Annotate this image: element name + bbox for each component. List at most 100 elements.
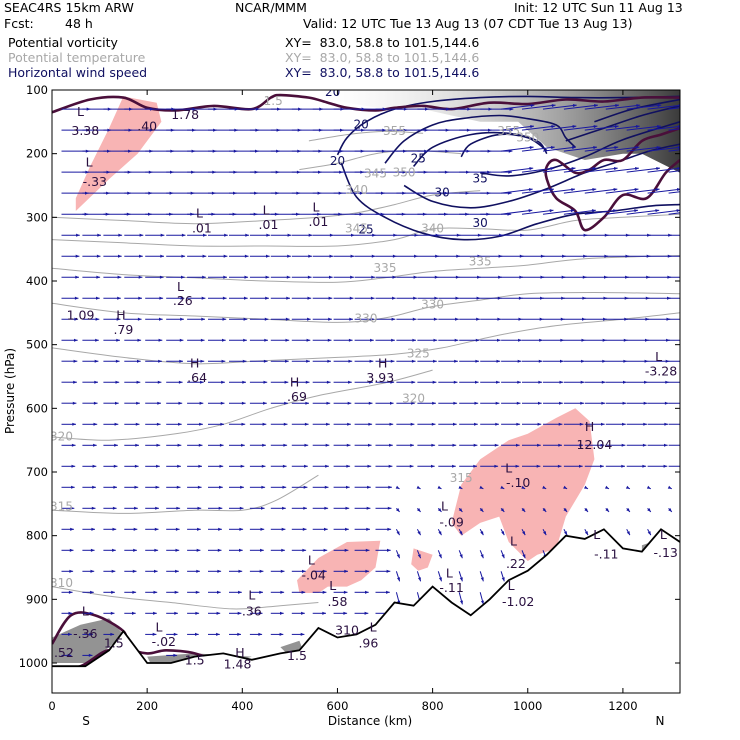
extremum-label: L: [655, 349, 662, 364]
wind-vector: [605, 485, 610, 490]
wind-vector: [480, 296, 502, 300]
extremum-label: .26: [173, 293, 193, 308]
wind-vector-head: [223, 275, 227, 279]
extremum-label: -.36: [73, 626, 97, 641]
wind-vector: [249, 359, 268, 363]
wind-vector-head: [326, 380, 331, 384]
wind-vector-head: [90, 548, 95, 552]
wind-vector-head: [349, 317, 353, 321]
wind-vector: [312, 296, 333, 300]
wind-vector: [501, 317, 523, 321]
wind-vector-head: [390, 380, 395, 384]
wind-vector: [249, 548, 264, 552]
wind-vector: [501, 338, 522, 342]
wind-vector-head: [305, 401, 309, 405]
extremum-label: L: [370, 620, 377, 635]
wind-vector-head: [563, 485, 568, 489]
wind-vector-head: [198, 464, 202, 468]
wind-vector: [145, 506, 159, 510]
wind-vector-head: [664, 443, 668, 447]
wind-vector: [416, 529, 422, 536]
wind-vector-shaft: [584, 146, 619, 152]
wind-vector: [437, 485, 442, 490]
wind-vector: [82, 317, 100, 321]
wind-vector-head: [558, 443, 562, 447]
extremum-label: 1.09: [67, 308, 95, 323]
wind-vector: [354, 527, 370, 531]
wind-vector: [249, 632, 263, 636]
wind-vector: [354, 275, 375, 279]
wind-vector: [145, 338, 163, 342]
wind-vector-head: [613, 167, 618, 171]
extremum-label: 1.5: [104, 635, 124, 650]
negative-pv-layer: [75, 96, 595, 593]
wind-vector-shaft: [542, 104, 577, 110]
wind-vector-shaft: [647, 146, 680, 152]
wind-vector: [626, 167, 661, 173]
wind-vector: [61, 527, 74, 531]
wind-vector-head: [435, 254, 439, 258]
wind-vector-head: [326, 422, 330, 426]
wind-vector-head: [349, 296, 354, 300]
wind-vector-head: [642, 464, 647, 468]
wind-vector-head: [603, 296, 608, 300]
wind-vector-head: [678, 104, 680, 108]
wind-vector-head: [307, 296, 312, 300]
wind-vector-head: [116, 317, 121, 321]
wind-vector: [500, 571, 505, 582]
wind-vector-head: [480, 600, 484, 605]
extremum-label: L: [263, 203, 270, 218]
wind-vector-head: [323, 569, 327, 573]
wind-vector-head: [241, 401, 246, 405]
wind-vector-head: [434, 296, 438, 300]
wind-vector-shaft: [521, 104, 556, 110]
wind-vector-head: [260, 527, 265, 531]
wind-vector-head: [432, 380, 437, 384]
wind-vector: [563, 275, 587, 279]
wind-vector: [626, 233, 651, 237]
wind-vector: [61, 485, 75, 489]
wind-vector: [438, 233, 461, 237]
wind-vector-head: [656, 167, 660, 171]
wind-vector-shaft: [668, 191, 680, 194]
wind-vector: [647, 209, 680, 215]
wind-vector: [501, 464, 520, 468]
wind-vector-head: [329, 254, 334, 258]
wind-vector-shaft: [584, 104, 620, 110]
wind-vector: [375, 590, 390, 594]
wind-vector-head: [351, 233, 355, 237]
wind-vector: [166, 611, 178, 615]
wind-vector-head: [304, 464, 308, 468]
wind-vector: [229, 590, 242, 594]
wind-vector-head: [452, 443, 457, 447]
wind-vector-head: [591, 209, 596, 213]
wind-vector: [61, 653, 72, 657]
wind-vector-head: [153, 611, 157, 615]
wind-vector: [668, 507, 673, 513]
wind-vector-head: [542, 485, 547, 489]
wind-vector: [333, 611, 348, 615]
wind-vector: [396, 338, 416, 342]
wind-vector-head: [655, 209, 660, 213]
wind-vector-head: [154, 548, 159, 552]
wind-vector-shaft: [584, 167, 618, 173]
wind-vector: [82, 590, 94, 594]
wind-vector-shaft: [626, 104, 662, 110]
wind-vector: [229, 548, 243, 552]
wind-vector: [291, 590, 306, 594]
wind-vector-head: [75, 254, 80, 258]
wind-vector-head: [368, 422, 373, 426]
wind-vector: [333, 548, 349, 552]
wind-vector-head: [664, 401, 669, 405]
wind-vector-head: [282, 464, 287, 468]
wind-vector: [584, 146, 619, 152]
wind-vector: [103, 506, 117, 510]
wind-vector: [626, 464, 647, 468]
contour-value-label: 315: [450, 471, 473, 485]
wind-vector: [103, 380, 120, 384]
wind-vector: [459, 422, 478, 426]
wind-vector: [396, 380, 416, 384]
wind-vector: [166, 569, 179, 573]
wind-vector: [438, 443, 457, 447]
wind-vector: [668, 318, 680, 320]
